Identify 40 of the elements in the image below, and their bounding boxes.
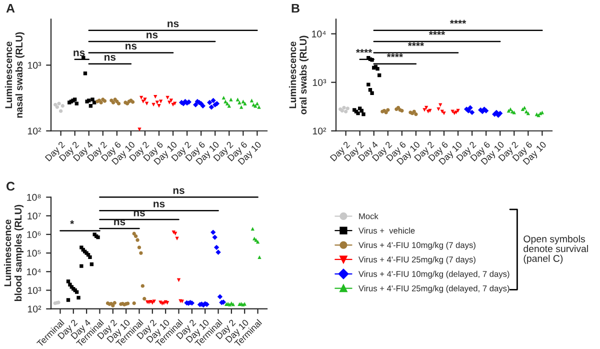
y-axis-title: Luminescence oral swabs (RLU) <box>288 36 309 114</box>
text: ns <box>173 188 184 194</box>
annotation: ns <box>134 210 145 216</box>
annotation: ns <box>146 32 158 38</box>
legend-label: Mock <box>359 213 378 220</box>
annotation: **** <box>450 20 466 24</box>
y-tick-label: 10⁸ <box>27 194 41 201</box>
annotation: * <box>70 220 74 224</box>
annotation: ns <box>114 220 126 226</box>
y-tick-label: 10⁷ <box>28 212 41 220</box>
y-tick-label: 10⁴ <box>312 30 326 38</box>
y-tick-label: 10² <box>28 306 42 312</box>
annotation: ns <box>104 54 116 61</box>
annotation: ns <box>168 21 179 28</box>
text: Open symbols denote survival (panel C) <box>524 235 588 264</box>
annotation: **** <box>408 42 424 46</box>
chart-title: C <box>6 182 15 191</box>
y-tick-label: 10³ <box>28 62 42 69</box>
y-tick-label: 10² <box>312 128 326 134</box>
y-tick-label: 10⁶ <box>27 231 41 238</box>
legend-label: Virus + vehicle <box>358 227 415 234</box>
y-tick-label: 10³ <box>28 286 42 294</box>
chart-title: A <box>6 4 15 13</box>
legend-label: Virus + 4'-FIU 10mg/kg (delayed, 7 days) <box>358 270 510 279</box>
legend-label: Virus + 4'-FIU 25mg/kg (delayed, 7 days) <box>358 285 510 293</box>
y-tick-label: 10² <box>28 128 42 134</box>
annotation: **** <box>428 31 446 35</box>
y-tick-label: 10⁴ <box>27 268 41 276</box>
annotation: ns <box>154 202 165 208</box>
annotation: **** <box>356 48 372 53</box>
annotation: ns <box>126 44 137 50</box>
legend-label: Virus + 4'-FIU 10mg/kg (7 days) <box>358 242 476 250</box>
y-tick-label: 10⁵ <box>27 250 41 257</box>
y-tick-label: 10³ <box>312 79 326 86</box>
legend-label: Virus + 4'-FIU 25mg/kg (7 days) <box>358 256 476 264</box>
y-axis-title: Luminescence nasal swabs (RLU) <box>4 32 24 118</box>
annotation: **** <box>386 53 404 58</box>
chart-title: B <box>292 4 300 13</box>
annotation: ns <box>74 50 85 56</box>
y-axis-title: Luminescence blood samples (RLU) <box>4 204 24 301</box>
